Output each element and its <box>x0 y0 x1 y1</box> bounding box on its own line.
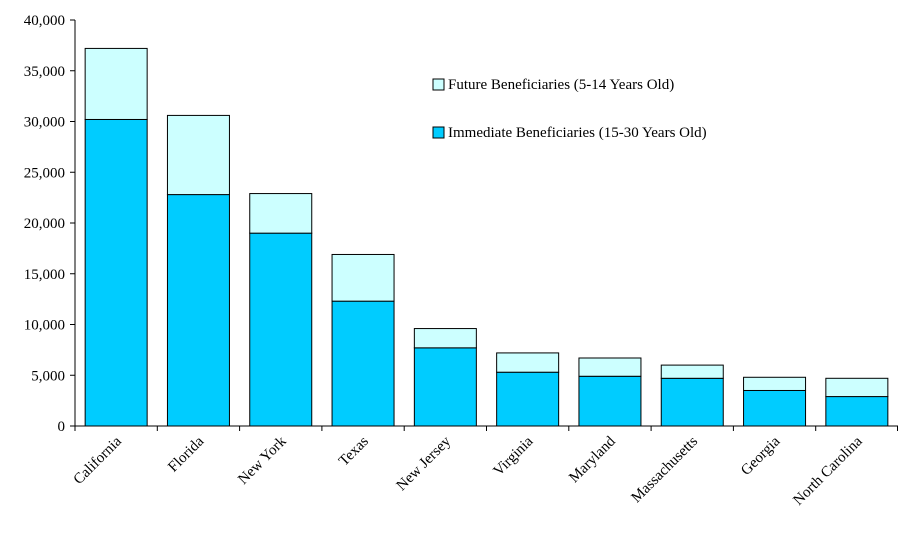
legend-swatch-immediate <box>432 126 445 139</box>
y-tick-label: 30,000 <box>24 115 65 131</box>
bar-immediate <box>413 347 477 427</box>
bar-future <box>743 376 807 391</box>
bar-immediate <box>743 389 807 427</box>
bar-immediate <box>825 396 889 427</box>
x-category-label: Florida <box>165 433 207 475</box>
bar-future <box>578 357 642 377</box>
legend-swatch-future <box>432 78 445 91</box>
legend-label-immediate: Immediate Beneficiaries (15-30 Years Old… <box>448 125 707 141</box>
x-category-label: New Jersey <box>394 433 455 494</box>
x-category-label: Texas <box>336 433 372 469</box>
y-tick-label: 20,000 <box>24 216 65 232</box>
x-category-label: Georgia <box>738 433 784 479</box>
x-category-label: Virginia <box>491 433 537 479</box>
x-category-label: California <box>71 433 126 488</box>
bar-future <box>331 253 395 302</box>
bar-future <box>496 352 560 373</box>
bar-immediate <box>249 232 313 427</box>
bar-immediate <box>331 300 395 427</box>
bar-future <box>413 328 477 349</box>
y-axis: 0 5,000 10,000 15,000 20,000 25,000 30,000 35,0… <box>24 13 76 435</box>
y-tick-label: 25,000 <box>24 165 65 181</box>
bar-future <box>249 193 313 234</box>
bar-future <box>825 377 889 398</box>
bar-immediate <box>660 377 724 427</box>
y-tick-label: 10,000 <box>24 318 65 334</box>
y-tick-label: 40,000 <box>24 13 65 29</box>
y-tick-label: 35,000 <box>24 64 65 80</box>
legend-label-future: Future Beneficiaries (5-14 Years Old) <box>448 77 674 93</box>
x-category-label: Massachusetts <box>628 433 701 506</box>
bar-immediate <box>166 194 230 427</box>
legend: Future Beneficiaries (5-14 Years Old) Im… <box>432 77 707 141</box>
bar-future <box>84 47 148 120</box>
y-tick-label: 15,000 <box>24 267 65 283</box>
x-category-label: Maryland <box>566 433 619 486</box>
x-category-label: New York <box>235 433 290 488</box>
bar-immediate <box>84 118 148 427</box>
x-category-label: North Carolina <box>790 433 865 508</box>
y-tick-label: 5,000 <box>31 368 65 384</box>
y-tick-label: 0 <box>58 419 66 435</box>
bar-immediate <box>578 375 642 427</box>
bars <box>84 47 889 427</box>
bar-future <box>660 364 724 379</box>
bar-future <box>166 114 230 196</box>
bar-immediate <box>496 371 560 427</box>
x-axis: California Florida New York Texas New Jersey… <box>71 425 898 509</box>
